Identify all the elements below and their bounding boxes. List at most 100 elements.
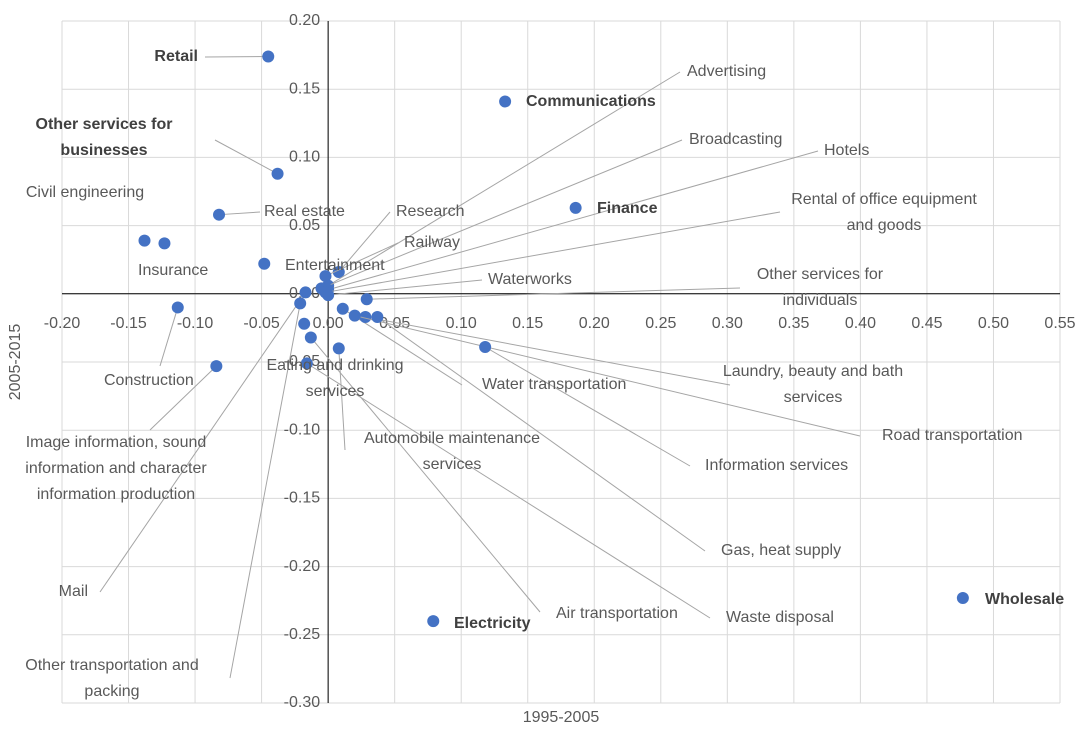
x-tick-label: 0.00 — [313, 315, 344, 332]
point — [158, 237, 171, 250]
point-label: Finance — [597, 200, 658, 217]
leader-line — [99, 292, 306, 593]
leader-line — [149, 365, 217, 431]
point-label: Communications — [526, 93, 656, 110]
point — [294, 297, 307, 310]
leader-line — [159, 307, 179, 367]
x-tick-label: 0.45 — [911, 315, 942, 332]
point-label: Air transportation — [556, 605, 678, 622]
x-tick-label: 0.15 — [512, 315, 543, 332]
point-label: Eating and drinking services — [266, 357, 404, 400]
leader-line — [354, 315, 861, 437]
leader-line — [214, 139, 278, 175]
point-label: Civil engineering — [25, 184, 145, 201]
point-label: Mail — [58, 583, 88, 600]
point — [298, 317, 311, 330]
x-tick-label: 0.05 — [379, 315, 410, 332]
point-label: Insurance — [138, 262, 209, 279]
point-label: Electricity — [454, 615, 531, 632]
point — [956, 591, 969, 604]
point-label: Construction — [104, 372, 194, 389]
y-tick-label: -0.10 — [284, 421, 321, 438]
point-label: Waste disposal — [726, 609, 834, 626]
leader-line — [218, 211, 261, 216]
point-label: Broadcasting — [689, 131, 783, 148]
leader-line — [327, 150, 819, 291]
y-axis-title: 2005-2015 — [7, 324, 24, 401]
point-label: Railway — [404, 234, 461, 251]
point-label: Laundry, beauty and bath services — [722, 363, 904, 406]
point — [479, 340, 492, 353]
point — [569, 201, 582, 214]
point-label: Wholesale — [985, 591, 1065, 608]
point — [332, 342, 345, 355]
point — [359, 310, 372, 323]
leader-line — [325, 211, 781, 293]
point — [427, 615, 440, 628]
point-label: Entertainment — [285, 257, 385, 274]
y-tick-label: 0.05 — [289, 217, 320, 234]
point-label: Image information, sound information and… — [25, 434, 207, 503]
y-tick-label: -0.15 — [284, 490, 321, 507]
leader-line — [321, 139, 683, 289]
y-tick-label: 0.20 — [289, 12, 320, 29]
leader-line — [327, 71, 681, 287]
y-tick-label: -0.20 — [284, 558, 321, 575]
point — [138, 234, 151, 247]
point — [210, 360, 223, 373]
point-label: Waterworks — [488, 271, 572, 288]
point-label: Road transportation — [882, 427, 1023, 444]
point-label: Retail — [154, 48, 198, 65]
point — [322, 289, 335, 302]
y-tick-label: 0.15 — [289, 80, 320, 97]
leader-line — [328, 279, 483, 296]
point-label: Automobile maintenance services — [363, 430, 541, 473]
leader-line — [310, 337, 541, 613]
point-label: Information services — [705, 457, 849, 474]
x-tick-label: 0.30 — [712, 315, 743, 332]
point — [171, 301, 184, 314]
x-tick-label: 0.25 — [645, 315, 676, 332]
leader-line — [365, 316, 731, 386]
point — [213, 208, 226, 221]
leader-line — [484, 346, 691, 467]
y-tick-label: -0.30 — [284, 694, 321, 711]
x-axis-title: 1995-2005 — [523, 709, 600, 726]
leader-line — [338, 348, 346, 451]
point — [258, 257, 271, 270]
point — [304, 331, 317, 344]
x-tick-label: 0.50 — [978, 315, 1009, 332]
leader-line — [377, 316, 706, 552]
point — [360, 293, 373, 306]
leader-line — [325, 242, 399, 277]
x-tick-label: -0.10 — [177, 315, 214, 332]
leader-line — [229, 303, 301, 679]
x-tick-label: 0.20 — [579, 315, 610, 332]
point-label: Other services for businesses — [35, 116, 173, 159]
point-label: Other services for individuals — [756, 266, 884, 309]
leader-line — [338, 211, 391, 273]
point — [299, 286, 312, 299]
point-label: Gas, heat supply — [721, 542, 842, 559]
point-label: Advertising — [687, 63, 767, 80]
x-tick-label: 0.35 — [778, 315, 809, 332]
x-tick-label: 0.10 — [446, 315, 477, 332]
x-tick-label: 0.40 — [845, 315, 876, 332]
x-tick-label: 0.55 — [1044, 315, 1075, 332]
point-label: Water transportation — [482, 376, 627, 393]
leader-line — [366, 287, 741, 300]
x-tick-label: -0.20 — [44, 315, 81, 332]
x-tick-label: -0.05 — [243, 315, 280, 332]
point — [499, 95, 512, 108]
y-tick-label: 0.10 — [289, 149, 320, 166]
point — [300, 357, 313, 370]
point — [348, 309, 361, 322]
point — [371, 310, 384, 323]
point — [262, 50, 275, 63]
point-label: Research — [396, 203, 465, 220]
point — [319, 270, 332, 283]
point — [271, 167, 284, 180]
leader-line — [306, 362, 711, 619]
